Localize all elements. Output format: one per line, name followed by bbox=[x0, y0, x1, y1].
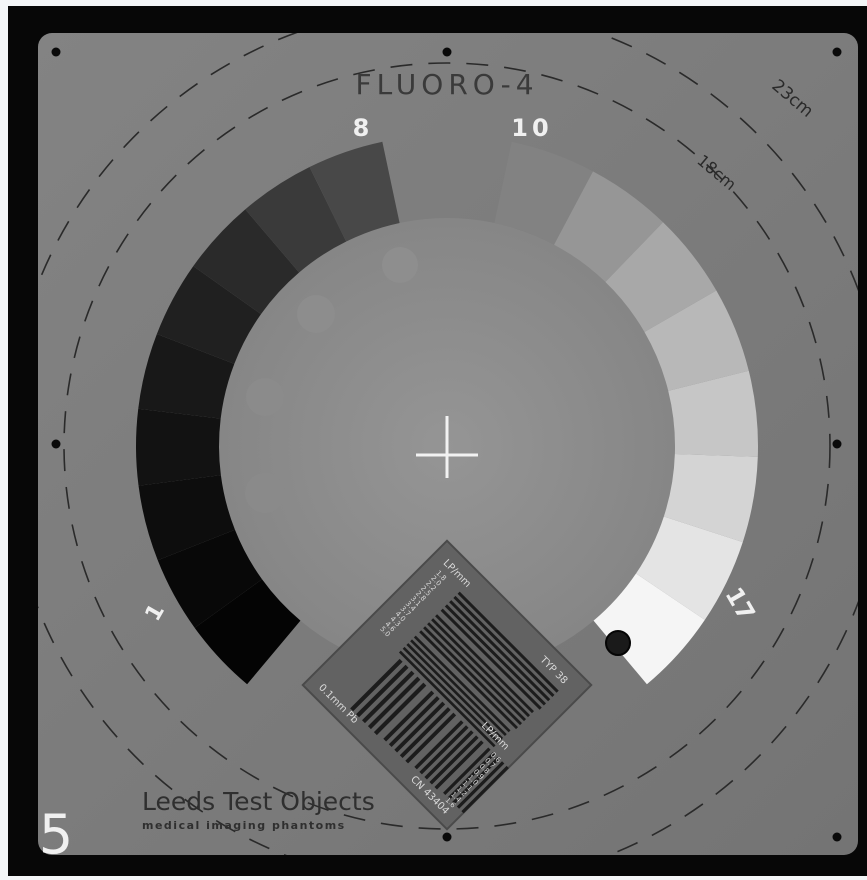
step-wedge-step bbox=[593, 573, 705, 685]
line-pair-bar bbox=[434, 740, 484, 790]
line-pair-bar bbox=[429, 735, 479, 785]
line-pair-bar bbox=[373, 682, 427, 736]
line-pair-bar bbox=[383, 690, 435, 742]
fiducial-dot bbox=[442, 47, 452, 57]
step-wedge-step bbox=[644, 290, 749, 391]
step-wedge-step bbox=[309, 141, 400, 242]
fiducial-markers bbox=[51, 47, 842, 842]
line-pair-bar bbox=[394, 701, 446, 753]
line-pair-bar bbox=[405, 712, 457, 764]
line-pair-bar bbox=[453, 595, 555, 698]
step-wedge bbox=[136, 141, 758, 685]
line-pair-bar bbox=[452, 756, 500, 805]
step-wedge-step bbox=[136, 408, 221, 486]
contrast-disc bbox=[245, 473, 285, 513]
crosshair bbox=[416, 416, 478, 478]
step-wedge-step bbox=[668, 370, 758, 457]
line-pair-bar bbox=[435, 614, 534, 714]
line-pair-bar bbox=[449, 600, 551, 702]
line-pair-bar bbox=[456, 761, 505, 809]
corner-number: 5 bbox=[39, 803, 73, 866]
fiducial-dot bbox=[832, 439, 842, 449]
line-pair-bar bbox=[402, 646, 500, 744]
contrast-disc bbox=[246, 378, 284, 416]
lp-values-top: 1.82.02.22.52.83.13.43.74.04.34.65.0 bbox=[378, 569, 448, 639]
step-wedge-step bbox=[193, 209, 300, 315]
line-pair-bar bbox=[440, 608, 542, 710]
low-contrast-discs bbox=[245, 247, 418, 513]
step-wedge-step bbox=[494, 141, 594, 245]
step-wedge-step bbox=[156, 266, 261, 364]
line-pair-bar bbox=[367, 676, 421, 730]
line-pair-bar bbox=[350, 658, 403, 712]
step-wedge-step bbox=[194, 579, 301, 685]
step-label-10: 10 bbox=[511, 114, 552, 142]
fiducial-dot bbox=[832, 47, 842, 57]
line-pair-bar bbox=[424, 730, 474, 780]
line-pair-bar bbox=[447, 752, 496, 800]
line-pair-bar bbox=[398, 650, 496, 748]
fiducial-dot bbox=[51, 439, 61, 449]
step-wedge-step bbox=[138, 333, 235, 419]
line-pair-bar bbox=[413, 635, 511, 733]
line-pair-bar bbox=[356, 664, 409, 718]
step-wedge-step bbox=[605, 222, 717, 332]
line-pair-bar bbox=[406, 643, 504, 740]
line-pair-bar bbox=[461, 765, 509, 814]
field-circle-18cm bbox=[63, 62, 831, 830]
phantom-title: FLUORO-4 bbox=[355, 68, 538, 101]
line-pair-bar bbox=[414, 720, 464, 770]
step-wedge-step bbox=[663, 453, 758, 543]
line-pair-bar bbox=[427, 622, 526, 722]
line-pair-bar bbox=[457, 591, 559, 693]
line-pair-bar bbox=[419, 630, 519, 730]
line-pair-bar bbox=[444, 604, 546, 706]
line-pair-bar bbox=[362, 670, 415, 724]
brand-name: Leeds Test Objects bbox=[142, 787, 375, 816]
step-wedge-step bbox=[138, 475, 235, 561]
resolution-test-pattern: LP/mm TYP 38 0.1mm Pb CN 43404 LP/mm 1.8… bbox=[301, 539, 593, 831]
step-wedge-step bbox=[157, 529, 263, 628]
marker-disc bbox=[605, 630, 631, 656]
step-wedge-step bbox=[636, 516, 743, 620]
fiducial-dot bbox=[51, 47, 61, 57]
line-pair-bar bbox=[431, 618, 530, 718]
contrast-disc bbox=[297, 295, 335, 333]
step-wedge-step bbox=[554, 171, 664, 282]
line-pair-bar bbox=[410, 639, 507, 736]
line-pair-bar bbox=[419, 725, 469, 775]
line-pair-bar bbox=[423, 626, 523, 726]
line-pair-bar bbox=[388, 696, 440, 747]
step-wedge-step bbox=[245, 167, 347, 273]
fiducial-dot bbox=[832, 832, 842, 842]
line-pair-bars bbox=[350, 591, 559, 814]
lp-values-bottom: 0.60.70.80.91.01.11.21.41.6 bbox=[443, 751, 502, 810]
line-pair-bar bbox=[443, 747, 491, 796]
step-label-8: 8 bbox=[353, 114, 370, 142]
brand-tagline: medical imaging phantoms bbox=[142, 819, 346, 832]
contrast-disc bbox=[382, 247, 418, 283]
line-pair-bar bbox=[399, 707, 451, 758]
fiducial-dot bbox=[442, 832, 452, 842]
